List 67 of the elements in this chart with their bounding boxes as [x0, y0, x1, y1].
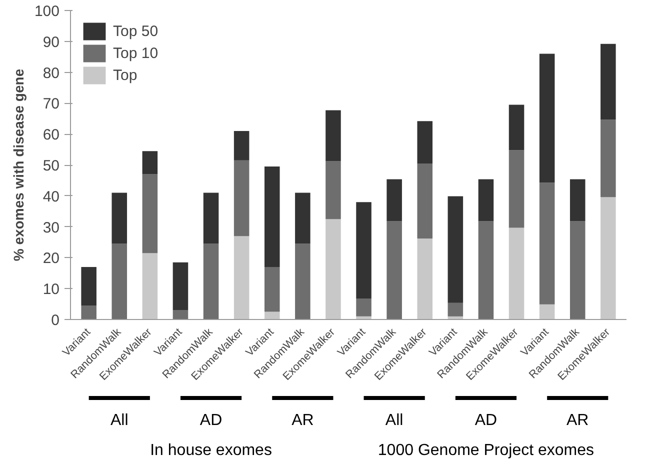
text: 1000 Genome Project exomes — [378, 442, 594, 459]
text: In house exomes — [150, 442, 272, 459]
bar — [356, 202, 372, 298]
bar — [203, 192, 219, 244]
bar — [142, 151, 158, 174]
y-tick-label: 10 — [42, 281, 60, 298]
y-axis-title: % exomes with disease gene — [10, 68, 26, 262]
bar — [417, 238, 433, 320]
text: AD — [474, 412, 498, 429]
bar — [264, 266, 280, 312]
text: AR — [566, 412, 589, 429]
y-tick-label: 90 — [42, 34, 60, 51]
bar — [478, 221, 494, 320]
y-tick-label: 0 — [51, 312, 60, 329]
text: AR — [292, 412, 314, 429]
bar — [295, 192, 310, 244]
bar — [234, 160, 250, 236]
bar — [326, 161, 341, 220]
legend-label: Top 10 — [113, 44, 158, 62]
bar — [172, 310, 188, 320]
bar — [203, 244, 219, 320]
bar — [386, 221, 402, 320]
bar — [539, 54, 555, 183]
bar — [234, 236, 250, 320]
text: All — [110, 412, 128, 429]
bar — [600, 197, 616, 320]
bar — [356, 298, 372, 316]
bar — [417, 121, 433, 164]
bar — [448, 196, 464, 303]
bar — [142, 253, 158, 320]
text: All — [385, 412, 404, 429]
bar — [417, 163, 433, 239]
bar — [264, 166, 280, 267]
bar — [326, 219, 341, 320]
bar — [508, 228, 524, 320]
y-tick-label: 50 — [42, 158, 60, 174]
bar — [234, 131, 250, 160]
bar — [570, 179, 586, 222]
legend-label: Top 50 — [113, 22, 158, 40]
bar — [142, 174, 158, 254]
bar — [112, 244, 128, 320]
y-tick-label: 20 — [42, 250, 60, 268]
bar — [539, 304, 555, 320]
bar — [600, 44, 616, 120]
legend-label: Top — [113, 66, 138, 84]
bar — [326, 110, 341, 162]
y-tick-label: 70 — [42, 96, 60, 113]
bar — [386, 179, 402, 222]
y-tick-label: 100 — [34, 3, 60, 20]
bar — [570, 221, 586, 320]
y-tick-label: 60 — [42, 126, 60, 144]
bar — [264, 312, 280, 320]
bar — [508, 104, 524, 150]
bar — [539, 182, 555, 304]
y-tick-label: 80 — [42, 64, 60, 82]
y-tick-label: 40 — [42, 188, 60, 206]
bar — [112, 192, 128, 244]
bar — [81, 266, 96, 306]
bar — [508, 150, 524, 228]
bar — [600, 120, 616, 198]
bar — [81, 306, 96, 320]
bar — [295, 244, 310, 320]
bar — [478, 179, 494, 222]
y-tick-label: 30 — [42, 219, 60, 236]
bar — [172, 262, 188, 310]
bar — [448, 302, 464, 316]
text: AD — [200, 412, 222, 429]
